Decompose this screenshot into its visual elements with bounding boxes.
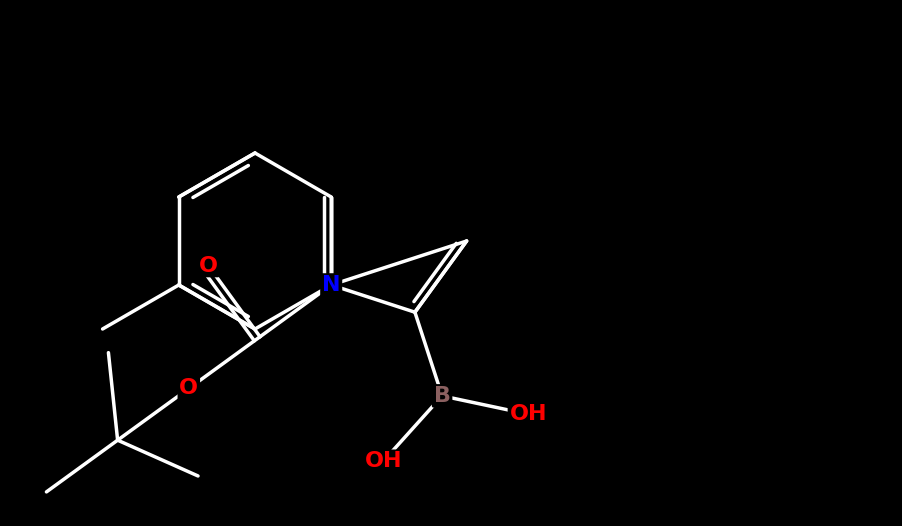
- Text: N: N: [322, 275, 340, 295]
- Text: OH: OH: [364, 451, 401, 471]
- Text: O: O: [179, 378, 198, 399]
- Text: OH: OH: [509, 404, 547, 424]
- Text: B: B: [433, 386, 450, 406]
- Text: O: O: [198, 256, 217, 276]
